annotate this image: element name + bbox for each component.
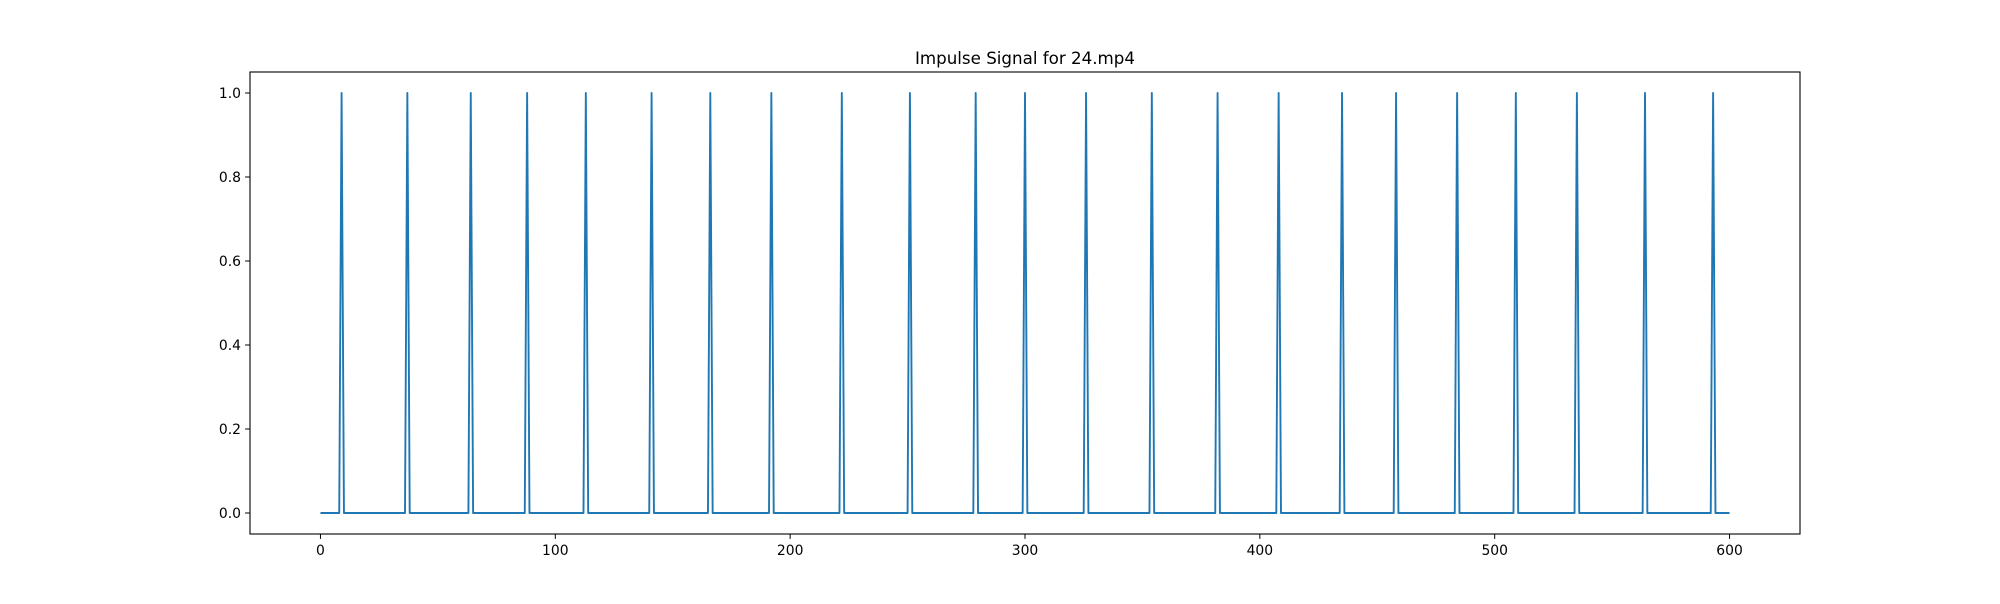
- y-tick-label: 1.0: [219, 86, 241, 102]
- y-tick-label: 0.4: [219, 338, 241, 354]
- x-tick-label: 400: [1247, 543, 1274, 559]
- x-tick-label: 100: [542, 543, 569, 559]
- plot-area-frame: [249, 71, 1801, 535]
- y-axis: 0.0 0.2 0.4 0.6 0.8 1.0: [219, 86, 250, 522]
- x-tick-label: 0: [316, 543, 325, 559]
- y-tick-label: 0.0: [219, 506, 241, 522]
- x-axis: 0 100 200 300 400 500 600: [316, 534, 1743, 559]
- impulse-series-line: [320, 92, 1730, 514]
- y-tick-label: 0.2: [219, 422, 241, 438]
- y-tick-label: 0.8: [219, 170, 241, 186]
- x-tick-label: 200: [777, 543, 804, 559]
- x-tick-label: 300: [1012, 543, 1039, 559]
- x-tick-label: 500: [1481, 543, 1508, 559]
- y-tick-label: 0.6: [219, 254, 241, 270]
- chart-title: Impulse Signal for 24.mp4: [915, 48, 1135, 68]
- x-tick-label: 600: [1716, 543, 1743, 559]
